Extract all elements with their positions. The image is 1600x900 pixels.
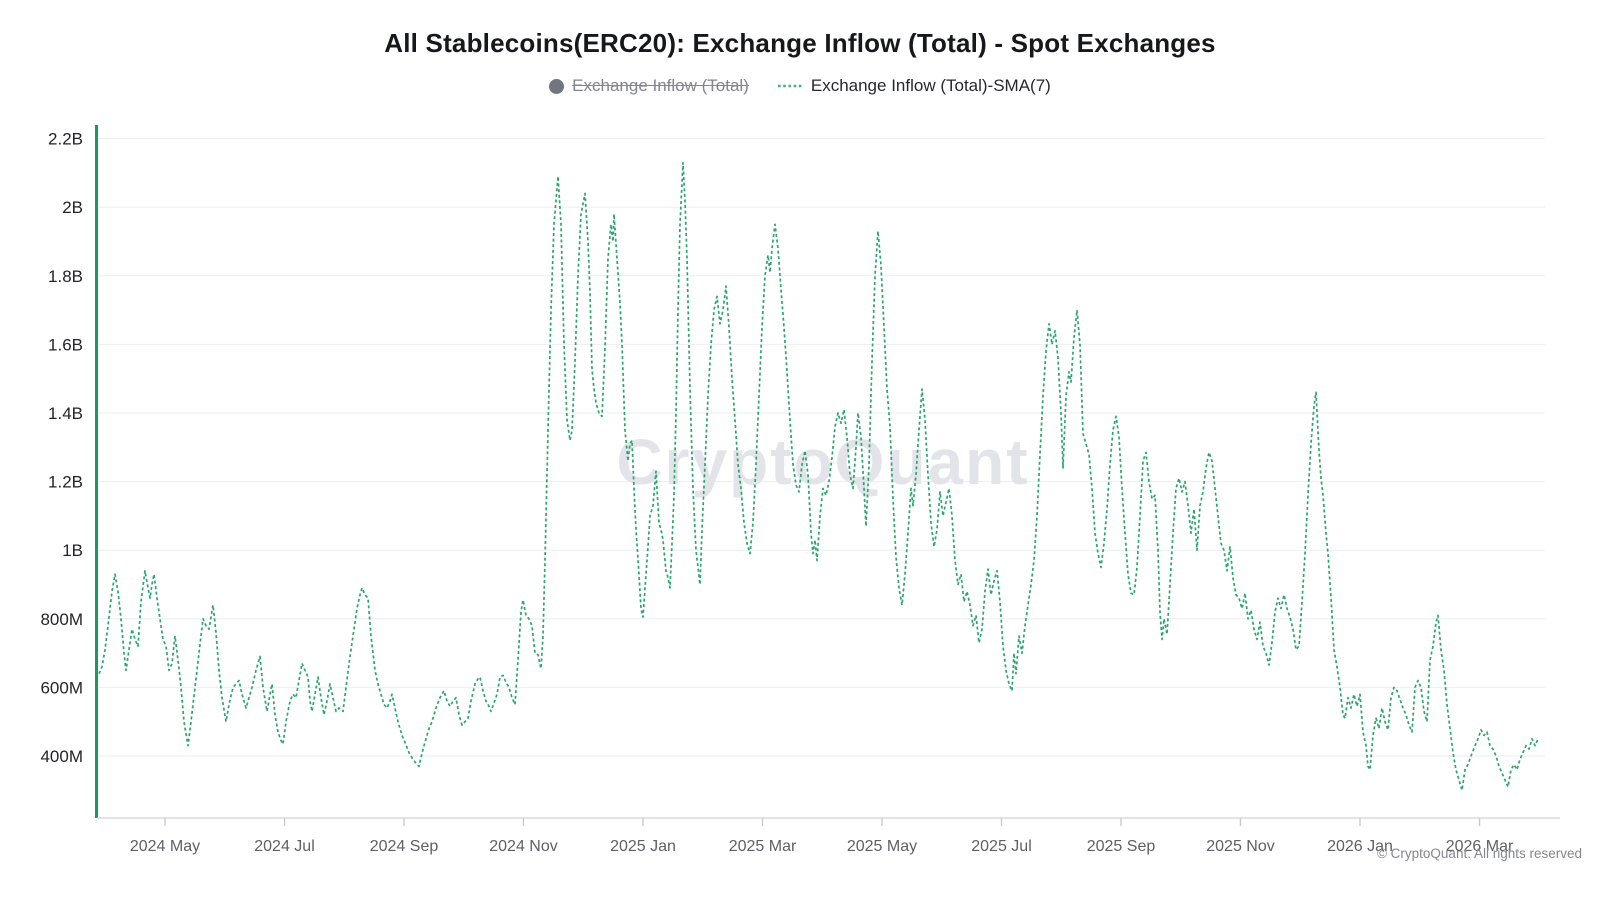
y-axis-tick-label: 1.6B [48,335,83,354]
legend-dashed-line-marker-icon [777,84,802,88]
y-axis-tick-label: 1.2B [48,473,83,492]
legend-item-label: Exchange Inflow (Total)-SMA(7) [810,76,1051,95]
x-axis-tick-label: 2025 Mar [729,838,797,855]
x-axis-tick-label: 2024 Sep [370,838,439,855]
cryptoquant-watermark: CryptoQuant [616,426,1029,498]
copyright-note: © CryptoQuant. All rights reserved [1376,846,1582,861]
x-axis-tick-label: 2026 Mar [1446,838,1514,855]
legend-circle-marker-icon [549,78,565,94]
y-axis-tick-label: 1.4B [48,404,83,423]
x-axis-tick-label: 2025 Sep [1087,838,1156,855]
legend-item-label: Exchange Inflow (Total) [572,76,749,95]
y-axis-tick-label: 1.8B [48,267,83,286]
y-axis-tick-label: 2B [62,198,83,217]
y-axis-tick-label: 400M [40,747,83,766]
x-axis-tick-label: 2024 Nov [489,838,558,855]
y-axis-tick-label: 800M [40,610,83,629]
legend-item-exchange-inflow-sma7[interactable]: Exchange Inflow (Total)-SMA(7) [777,76,1051,96]
chart-title: All Stablecoins(ERC20): Exchange Inflow … [384,28,1216,58]
y-axis-tick-label: 1B [62,541,83,560]
x-axis-tick-label: 2025 Nov [1206,838,1275,855]
legend-item-exchange-inflow-total[interactable]: Exchange Inflow (Total) [549,76,749,96]
legend: Exchange Inflow (Total) Exchange Inflow … [0,76,1600,96]
x-axis-tick-label: 2025 May [847,838,917,855]
x-axis-tick-label: 2025 Jul [971,838,1032,855]
y-axis-tick-label: 2.2B [48,130,83,149]
x-axis-tick-label: 2025 Jan [610,838,676,855]
x-axis-tick-label: 2026 Jan [1327,838,1393,855]
y-axis-tick-label: 600M [40,678,83,697]
inflow-sma7-line[interactable] [98,161,1539,792]
x-axis-tick-label: 2024 May [130,838,200,855]
x-axis-tick-label: 2024 Jul [254,838,315,855]
